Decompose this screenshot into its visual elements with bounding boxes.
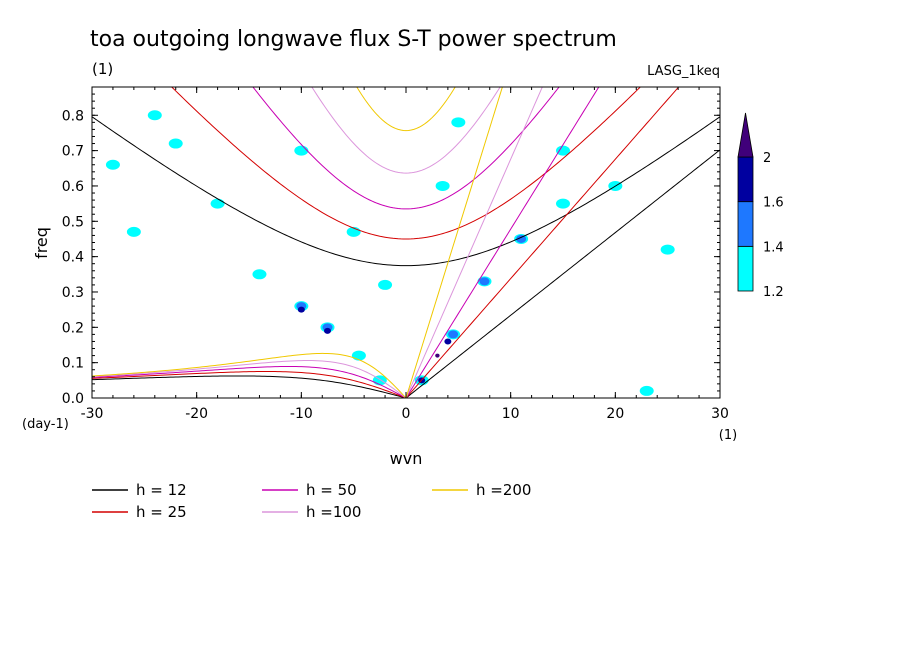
contour-region-1 (448, 330, 459, 339)
colorbar-label-0: 1.2 (763, 285, 784, 300)
plot-frame (91, 86, 721, 399)
y-axis-units: (day-1) (22, 417, 69, 432)
inertia-gravity-curve-0 (92, 116, 720, 267)
contour-region-16 (324, 327, 331, 334)
kelvin-curve-0 (405, 149, 720, 398)
title-units: (1) (92, 60, 113, 78)
x-axis-label: wvn (390, 449, 423, 468)
colorbar-label-1: 1.4 (763, 240, 784, 255)
contour-region-3 (435, 353, 440, 358)
x-tick-label-4: 10 (502, 406, 520, 422)
x-tick-label-2: -10 (290, 406, 313, 422)
contour-region-22 (168, 138, 183, 149)
y-tick-label-6: 0.6 (62, 179, 84, 195)
colorbar-box-1 (737, 201, 754, 247)
source-label: LASG_1keq (647, 64, 720, 79)
y-tick-label-5: 0.5 (62, 214, 84, 230)
contour-region-7 (479, 277, 490, 286)
x-axis-units: (1) (719, 428, 737, 443)
contour-region-9 (516, 234, 527, 243)
contour-region-21 (147, 110, 162, 121)
rossby-curve-3 (92, 360, 407, 398)
y-tick-label-7: 0.7 (62, 144, 84, 160)
colorbar-top-arrow (737, 112, 754, 158)
contour-region-27 (556, 145, 570, 156)
colorbar-label-2: 1.6 (763, 196, 784, 211)
axes: -30 -20 -10 0 10 20 30 0.0 0.1 0.2 0.3 0.4 0.5 0.6 0.7… (62, 87, 729, 422)
inertia-gravity-curve-2 (252, 87, 560, 210)
contour-region-25 (294, 145, 309, 156)
legend-label-0: h = 12 (136, 481, 187, 499)
rossby-curve-0 (92, 375, 407, 398)
x-tick-label-1: -20 (185, 406, 208, 422)
contour-region-26 (451, 117, 466, 128)
x-tick-label-5: 20 (606, 406, 624, 422)
kelvin-curve-4 (405, 87, 503, 398)
legend-label-4: h =200 (476, 481, 531, 499)
contour-region-30 (378, 279, 393, 290)
chart-title: toa outgoing longwave flux S-T power spe… (90, 27, 617, 52)
contour-region-33 (639, 385, 654, 396)
rossby-curve-4 (92, 352, 407, 398)
x-tick-label-0: -30 (81, 406, 104, 422)
kelvin-curve-1 (405, 87, 680, 398)
colorbar-box-2 (737, 156, 754, 203)
contour-region-31 (435, 180, 450, 191)
kelvin-curve-2 (405, 87, 600, 398)
inertia-gravity-curve-4 (356, 87, 456, 132)
legend-label-1: h = 25 (136, 503, 187, 521)
y-tick-label-1: 0.1 (62, 356, 84, 372)
legend-label-2: h = 50 (306, 481, 357, 499)
inertia-gravity-curve-1 (170, 87, 642, 240)
contour-region-2 (444, 338, 452, 345)
colorbar: 1.2 1.4 1.6 2 (737, 112, 784, 300)
dispersion-curves (92, 87, 720, 398)
contour-region-10 (556, 198, 570, 209)
x-tick-label-3: 0 (402, 406, 411, 422)
y-axis-label: freq (32, 227, 51, 259)
y-tick-label-2: 0.2 (62, 320, 84, 336)
rossby-curve-1 (92, 371, 407, 398)
contour-region-13 (297, 306, 305, 313)
y-tick-label-8: 0.8 (62, 108, 84, 124)
legend: h = 12 h = 25 h = 50 h =100 h =200 (92, 481, 531, 521)
y-tick-label-3: 0.3 (62, 285, 84, 301)
contour-region-20 (126, 226, 141, 237)
rossby-curve-2 (92, 365, 407, 398)
contour-region-29 (660, 244, 675, 255)
y-tick-label-0: 0.0 (62, 391, 84, 407)
colorbar-label-3: 2 (763, 151, 771, 166)
contour-region-19 (252, 269, 267, 280)
colorbar-box-0 (737, 245, 754, 292)
contour-region-24 (210, 198, 225, 209)
contour-region-17 (351, 350, 366, 361)
x-tick-label-6: 30 (711, 406, 729, 422)
y-tick-label-4: 0.4 (62, 250, 84, 266)
kelvin-curve-3 (405, 87, 543, 398)
inertia-gravity-curve-3 (311, 87, 501, 174)
contour-region-23 (105, 159, 120, 170)
legend-label-3: h =100 (306, 503, 361, 521)
